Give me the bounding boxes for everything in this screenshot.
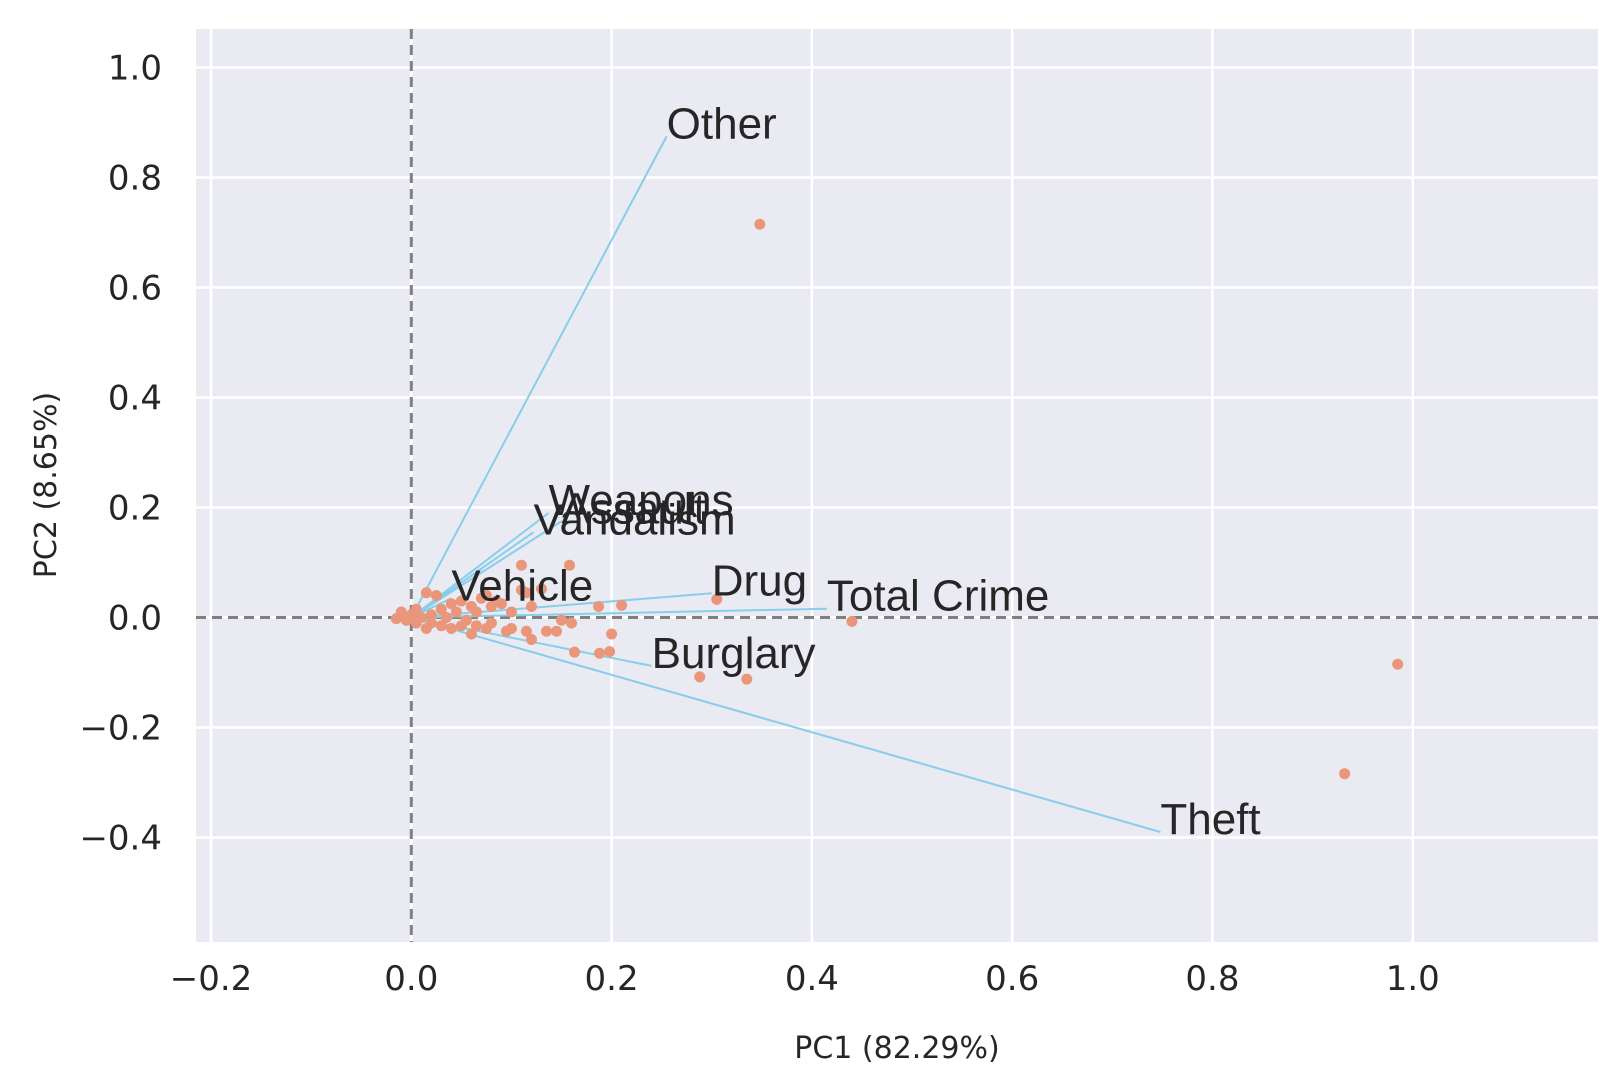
score-point [475, 592, 487, 604]
score-point [711, 593, 723, 605]
y-tick-label: 0.2 [108, 489, 162, 529]
score-point [616, 599, 628, 611]
loading-label-total-crime: Total Crime [827, 572, 1050, 621]
score-point [556, 614, 568, 626]
score-point [445, 623, 457, 634]
score-point [604, 646, 616, 658]
x-tick-labels: −0.2 0.0 0.2 0.4 0.6 0.8 1.0 [170, 959, 1440, 999]
y-axis-label: PC2 (8.65%) [29, 392, 64, 578]
score-point [505, 606, 517, 618]
score-point [450, 606, 462, 618]
loading-vector-total-crime [411, 607, 827, 619]
score-point [420, 587, 432, 599]
score-point [846, 615, 858, 627]
score-points [390, 218, 1404, 780]
loading-label-vehicle: Vehicle [451, 561, 593, 610]
score-point [1339, 768, 1351, 780]
score-point [465, 628, 477, 640]
score-point [435, 603, 447, 615]
loading-vector-theft [411, 616, 1161, 833]
x-tick-label: 0.2 [585, 959, 639, 999]
x-tick-label: 0.4 [785, 959, 839, 999]
score-point [606, 628, 618, 640]
score-point [1392, 658, 1404, 670]
y-tick-labels: 1.0 0.8 0.6 0.4 0.2 0.0 −0.2 −0.4 [79, 49, 162, 859]
score-point [420, 623, 432, 634]
x-tick-label: 1.0 [1386, 959, 1440, 999]
y-tick-label: 1.0 [108, 49, 162, 89]
score-point [485, 601, 497, 612]
score-point [551, 625, 563, 637]
score-point [445, 598, 457, 610]
score-point [480, 623, 492, 634]
loading-label-assault: Assault [562, 484, 706, 533]
score-point [425, 609, 437, 621]
loading-vector-vandalism [410, 531, 535, 619]
plot-background [196, 29, 1598, 942]
score-point [430, 590, 442, 601]
loading-label-weapons: Weapons [549, 476, 734, 525]
score-point [741, 673, 753, 685]
score-point [566, 617, 578, 629]
score-point [500, 625, 512, 637]
score-point [400, 614, 412, 626]
loading-label-theft: Theft [1160, 795, 1260, 844]
y-tick-label: 0.4 [108, 379, 162, 419]
score-point [515, 559, 527, 571]
score-point [525, 634, 537, 645]
score-point [525, 601, 537, 612]
loading-label-drug: Drug [712, 556, 807, 605]
x-tick-label: 0.8 [1185, 959, 1239, 999]
score-point [515, 584, 527, 596]
score-point [541, 625, 552, 637]
score-point [520, 625, 532, 637]
y-tick-label: −0.4 [79, 819, 162, 859]
score-point [593, 601, 605, 612]
y-tick-label: −0.2 [79, 709, 162, 749]
score-point [594, 647, 606, 659]
loading-label-other: Other [667, 99, 777, 148]
score-point [470, 620, 482, 632]
loading-vector-other [410, 135, 668, 618]
y-tick-label: 0.8 [108, 159, 162, 199]
score-point [564, 559, 576, 571]
score-point [410, 617, 422, 629]
x-tick-label: −0.2 [170, 959, 253, 999]
score-point [455, 620, 467, 632]
score-point [754, 218, 766, 230]
loading-label-burglary: Burglary [652, 629, 816, 678]
score-point [465, 601, 477, 612]
score-point [435, 620, 447, 632]
score-point [694, 671, 706, 683]
y-tick-label: 0.0 [108, 599, 162, 639]
x-tick-label: 0.0 [384, 959, 438, 999]
x-axis-label: PC1 (82.29%) [794, 1031, 999, 1066]
x-tick-label: 0.6 [985, 959, 1039, 999]
score-point [535, 583, 547, 595]
y-tick-label: 0.6 [108, 269, 162, 309]
score-point [390, 613, 402, 625]
loading-label-vandalism: Vandalism [533, 495, 735, 544]
score-point [569, 646, 581, 658]
score-point [440, 612, 452, 623]
loading-vector-assault [410, 520, 563, 619]
score-point [455, 595, 467, 607]
